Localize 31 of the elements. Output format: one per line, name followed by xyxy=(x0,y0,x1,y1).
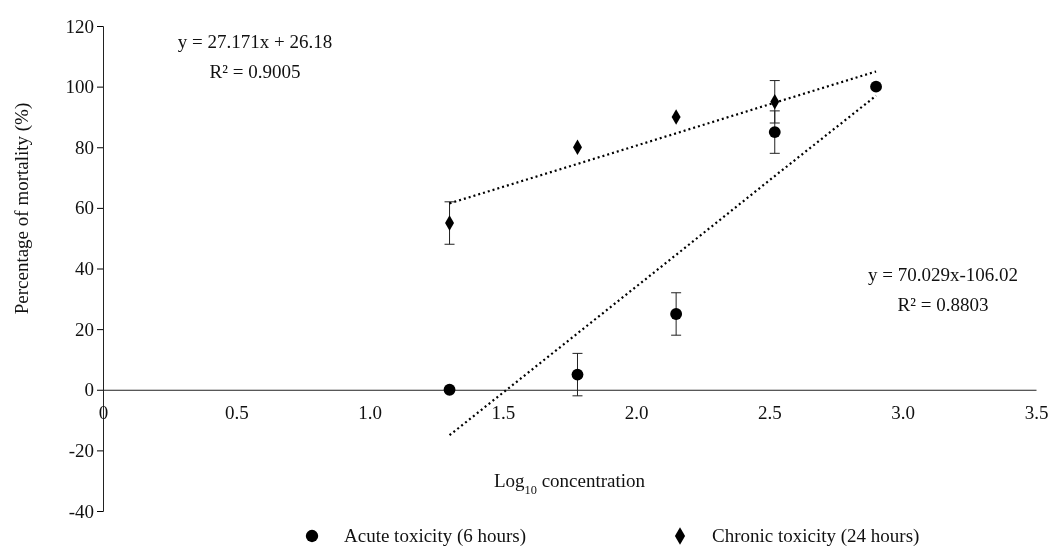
x-tick-label: 2.5 xyxy=(758,402,782,424)
point xyxy=(443,383,456,396)
line-series xyxy=(448,70,878,205)
y-tick-label: -20 xyxy=(68,439,94,461)
annotation: y = 70.029x-106.02 xyxy=(867,264,1019,285)
y-tick-label: -40 xyxy=(68,500,94,522)
annotation: y = 27.171x + 26.18 xyxy=(177,31,333,52)
y-tick-label: 100 xyxy=(65,76,94,98)
x-tick-label: 2.0 xyxy=(624,402,649,424)
point xyxy=(571,368,584,381)
x-axis-title: Log$_{10}$ concentration xyxy=(493,470,646,497)
point xyxy=(670,308,683,320)
annotation: R² = 0.8803 xyxy=(897,294,989,315)
y-tick-label: 60 xyxy=(75,197,94,219)
y-tick-label: 20 xyxy=(75,318,94,340)
y-tick-label: 80 xyxy=(75,136,94,158)
point xyxy=(870,80,882,93)
x-tick-label: 3.5 xyxy=(1024,402,1049,424)
x-tick-label: 1.5 xyxy=(491,402,516,424)
legend-label: Chronic toxicity (24 hours) xyxy=(712,525,920,547)
y-tick-label: 40 xyxy=(75,258,94,280)
x-tick-label: 3.0 xyxy=(891,402,916,424)
point xyxy=(768,126,781,138)
line-series xyxy=(448,94,878,437)
x-tick-label: 1.0 xyxy=(358,402,382,424)
x-tick-label: 0.5 xyxy=(224,402,249,424)
legend-label: Acute toxicity (6 hours) xyxy=(344,525,527,547)
annotation: R² = 0.9005 xyxy=(209,61,301,82)
y-tick-label: 120 xyxy=(65,15,94,37)
y-tick-label: 0 xyxy=(84,379,94,401)
y-axis-title: Percentage of mortality (%) xyxy=(11,102,33,315)
